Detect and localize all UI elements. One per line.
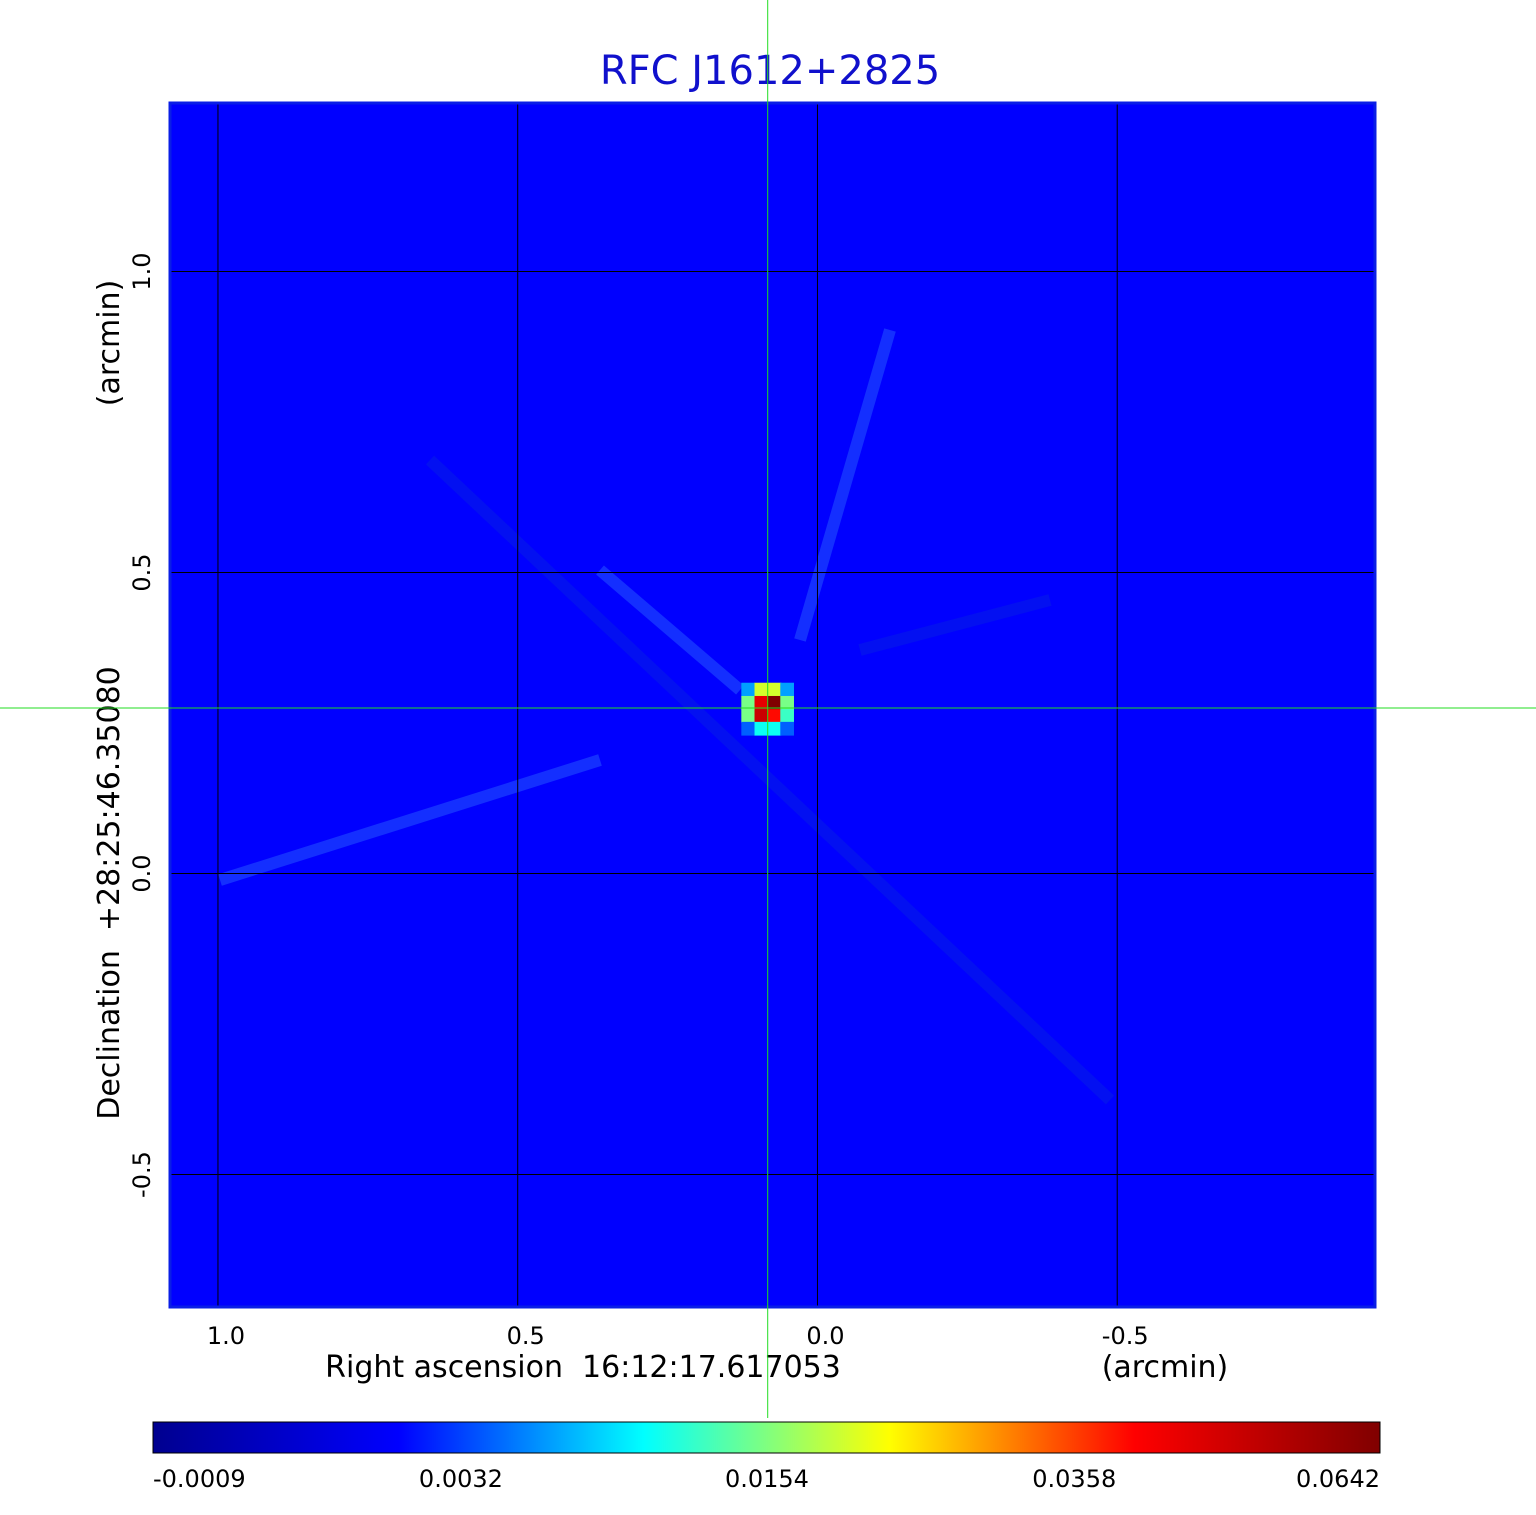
image-pixel — [754, 721, 769, 736]
y-tick-label: 0.0 — [128, 854, 156, 892]
image-pixel — [754, 709, 769, 723]
x-tick-label: 1.0 — [207, 1322, 245, 1350]
image-area — [170, 103, 1375, 1307]
x-axis-unit: (arcmin) — [1102, 1350, 1229, 1385]
sidelobe-streak — [218, 754, 602, 886]
image-pixel — [741, 721, 756, 736]
y-axis-label: Declination +28:25:46.35080 — [92, 666, 127, 1120]
y-tick-label: 0.5 — [128, 553, 156, 591]
x-axis-label: Right ascension 16:12:17.617053 — [325, 1350, 841, 1385]
x-tick-label: 0.0 — [806, 1322, 844, 1350]
sidelobe-streak — [596, 565, 744, 695]
image-pixel — [767, 682, 782, 697]
x-tick-label: 0.5 — [507, 1322, 545, 1350]
colorbar — [152, 1421, 1381, 1454]
image-pixel — [741, 709, 756, 723]
image-pixel — [780, 709, 794, 723]
y-tick-label: 1.0 — [128, 252, 156, 290]
x-tick-label: -0.5 — [1102, 1322, 1149, 1350]
image-pixel — [780, 721, 794, 736]
image-pixel — [754, 695, 769, 710]
sidelobe-streak — [858, 594, 1052, 656]
colorbar-tick-label: -0.0009 — [153, 1465, 246, 1493]
colorbar-tick-label: 0.0154 — [725, 1465, 809, 1493]
image-pixel — [780, 682, 794, 697]
colorbar-tick-label: 0.0358 — [1032, 1465, 1116, 1493]
sidelobe-streak — [794, 328, 896, 642]
sidelobe-streak — [425, 455, 1115, 1105]
image-pixel — [741, 682, 756, 697]
image-pixel — [767, 721, 782, 736]
colorbar-tick-label: 0.0032 — [419, 1465, 503, 1493]
image-pixel — [767, 695, 782, 710]
image-pixel — [767, 709, 782, 723]
y-tick-label: -0.5 — [128, 1151, 156, 1198]
plot-frame — [168, 101, 1377, 1309]
image-pixel — [780, 695, 794, 710]
y-axis-unit: (arcmin) — [92, 280, 127, 407]
chart-title: RFC J1612+2825 — [600, 48, 940, 94]
image-pixel — [741, 695, 756, 710]
colorbar-tick-label: 0.0642 — [1296, 1465, 1380, 1493]
image-pixel — [754, 682, 769, 697]
